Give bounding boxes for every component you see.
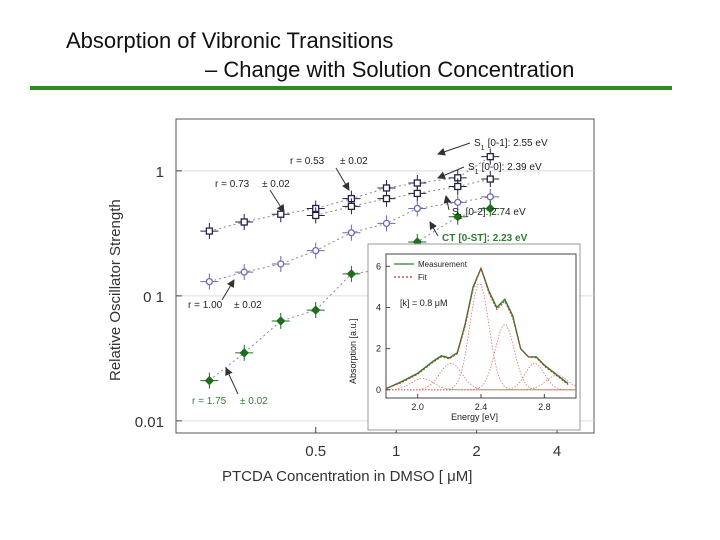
inset-y-axis-label: Absorption [a.u.]	[348, 318, 358, 384]
data-point-diamond	[239, 348, 249, 358]
data-point-circle	[277, 260, 285, 268]
fit-label-r100-pm: ± 0.02	[234, 300, 262, 311]
data-point-square	[277, 210, 285, 218]
slide-title-line2: – Change with Solution Concentration	[205, 57, 575, 82]
inset-x-tick-label: 2.4	[475, 402, 488, 412]
arrow-s1-02	[443, 195, 452, 211]
fit-label-r100: r = 1.00	[188, 300, 223, 311]
main-x-tick-label: 4	[553, 443, 561, 460]
fit-label-r053-pm: ± 0.02	[340, 156, 368, 167]
main-y-axis-label: Relative Oscillator Strength	[107, 199, 124, 381]
legend-s1-01: S1 [0-1]: 2.55 eV	[474, 138, 548, 152]
data-point-diamond	[276, 316, 286, 326]
fit-label-r175-pm: ± 0.02	[240, 396, 268, 407]
data-point-square	[486, 152, 494, 161]
inset-x-tick-label: 2.0	[411, 402, 424, 412]
fit-label-r053: r = 0.53	[290, 156, 325, 167]
data-point-square	[240, 218, 248, 226]
data-point-circle	[382, 219, 391, 228]
data-point-square	[312, 211, 320, 220]
inset-x-tick-label: 2.8	[538, 402, 551, 412]
data-point-square	[382, 184, 391, 192]
arrow-s1-01	[437, 142, 471, 156]
main-x-tick-label: 0.5	[305, 443, 326, 460]
arrow-r053	[335, 167, 350, 191]
data-point-circle	[205, 277, 214, 286]
main-y-tick-label: 0.01	[135, 414, 164, 431]
fit-label-r073: r = 0.73	[215, 179, 250, 190]
data-point-diamond	[485, 203, 495, 214]
data-point-diamond	[346, 269, 357, 279]
data-point-circle	[240, 268, 248, 276]
inset-y-tick-label: 2	[376, 344, 381, 354]
arrow-r073	[269, 189, 285, 213]
data-point-circle	[454, 198, 462, 207]
legend-s1-02: S1 [0-2]: 2.74 eV	[452, 207, 526, 221]
legend-ct: CT [0-ST]: 2.23 eV	[442, 233, 528, 244]
fit-line-series-1	[315, 178, 491, 216]
data-point-circle	[347, 229, 356, 237]
slide-title-line1: Absorption of Vibronic Transitions	[66, 28, 394, 53]
main-x-tick-label: 1	[392, 443, 400, 460]
data-point-circle	[312, 247, 320, 255]
inset-panel	[367, 243, 581, 431]
data-point-square	[382, 194, 391, 203]
data-point-square	[486, 175, 494, 183]
inset-fit-component-1	[386, 362, 576, 391]
inset-fit-component-5	[386, 374, 577, 391]
data-point-square	[413, 179, 421, 187]
main-x-tick-label: 2	[472, 443, 480, 460]
main-x-axis-label: PTCDA Concentration in DMSO [ μM]	[222, 468, 472, 485]
inset-fit-line	[385, 266, 569, 390]
legend-s1-00: S1 [0-0]: 2.39 eV	[468, 162, 542, 176]
fit-label-r175: r = 1.75	[192, 396, 227, 407]
inset-fit-component-2	[386, 283, 576, 391]
inset-y-tick-label: 4	[376, 302, 381, 312]
inset-y-tick-label: 0	[376, 385, 381, 395]
data-point-circle	[413, 204, 421, 213]
arrow-r100	[221, 279, 235, 301]
fit-label-r073-pm: ± 0.02	[262, 179, 290, 190]
inset-y-tick-label: 6	[376, 261, 381, 271]
inset-legend-fit: Fit	[418, 273, 428, 282]
data-point-diamond	[453, 211, 463, 222]
data-point-square	[413, 189, 421, 198]
data-point-diamond	[311, 305, 321, 315]
arrow-s1-00	[437, 166, 465, 179]
arrow-r175	[225, 367, 239, 395]
inset-x-axis-label: Energy [eV]	[451, 412, 498, 422]
main-y-tick-label: 0 1	[143, 289, 164, 306]
arrow-ct	[429, 221, 439, 237]
title-underline	[30, 86, 672, 90]
data-point-square	[205, 227, 214, 235]
inset-legend-measurement: Measurement	[418, 260, 468, 269]
data-point-circle	[486, 193, 494, 201]
inset-concentration-note: [k] = 0.8 μM	[400, 298, 447, 308]
data-point-diamond	[204, 375, 215, 386]
data-point-square	[454, 182, 462, 191]
main-y-tick-label: 1	[156, 164, 164, 181]
data-point-square	[347, 202, 356, 211]
